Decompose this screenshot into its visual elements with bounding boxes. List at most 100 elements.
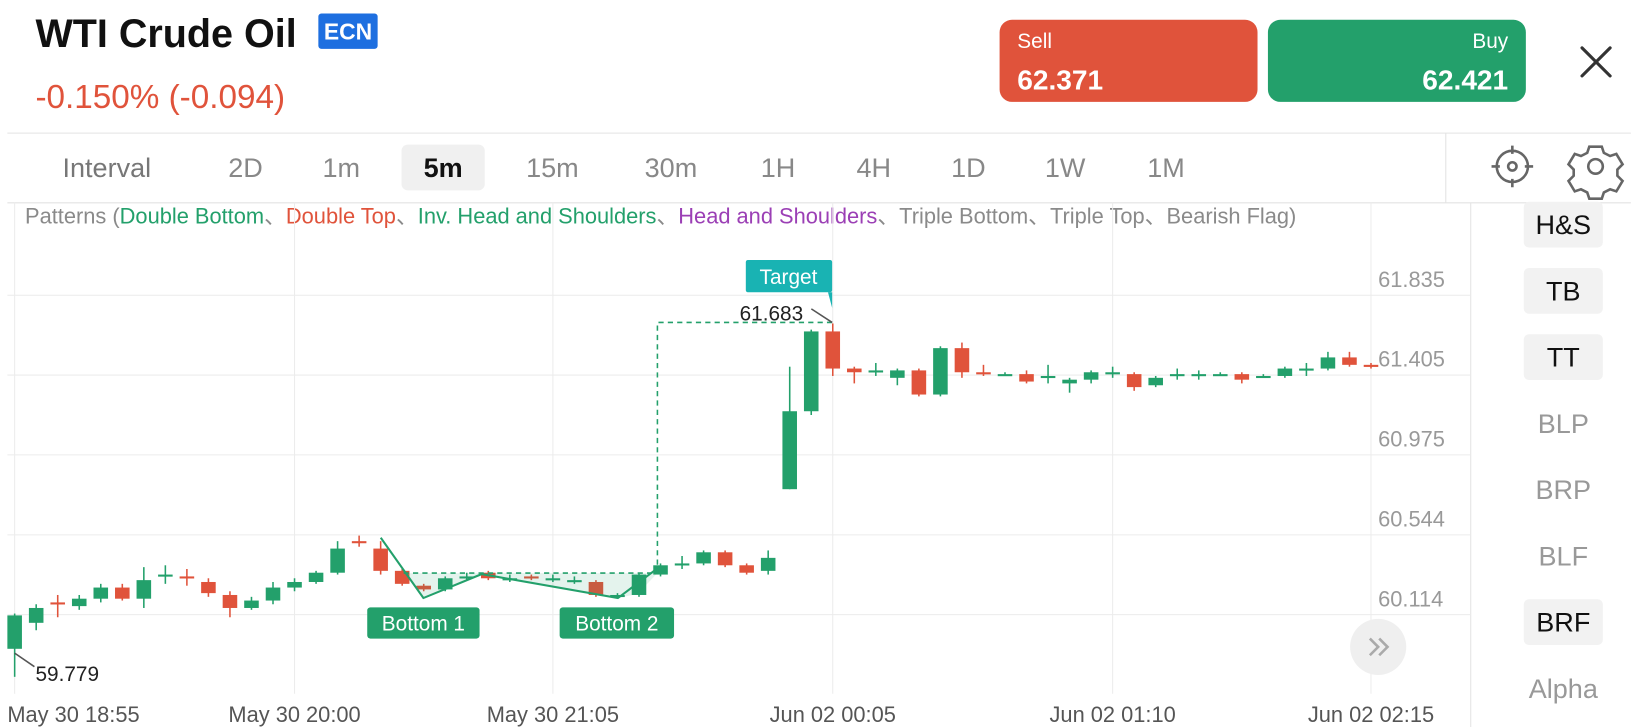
- icon-part: [1495, 149, 1530, 184]
- high-label: 61.683: [740, 302, 804, 325]
- scroll-latest-button[interactable]: [1350, 618, 1407, 675]
- patterns-separator: 、: [656, 204, 678, 229]
- double-bottom-pattern: Bottom 1 Bottom 2 Target 61.683 59.779: [14, 260, 833, 686]
- interval-option[interactable]: 5m: [401, 144, 485, 191]
- candle-body: [28, 607, 44, 623]
- candle-body: [1126, 374, 1142, 388]
- pattern-button[interactable]: BLP: [1538, 409, 1589, 439]
- pattern-button-label: BRP: [1536, 475, 1592, 505]
- x-tick-label: Jun 02 01:10: [1050, 702, 1176, 727]
- pattern-button-bg: [1523, 334, 1603, 381]
- pattern-label-bg: [559, 607, 675, 639]
- interval-option[interactable]: 1M: [1147, 153, 1185, 183]
- candle-body: [1191, 374, 1207, 377]
- candle-body: [610, 594, 625, 598]
- candle-body: [1062, 379, 1077, 384]
- close-button[interactable]: [1580, 46, 1612, 78]
- interval-option[interactable]: 1m: [322, 153, 360, 183]
- icon-part: [1491, 145, 1534, 188]
- candle-body: [954, 348, 970, 373]
- close-stroke: [1580, 46, 1612, 78]
- x-tick-label: May 30 18:55: [7, 702, 139, 727]
- buy-price: 62.421: [1422, 64, 1508, 95]
- badge-bg: [318, 13, 378, 49]
- candle-body: [803, 331, 819, 412]
- buy-button[interactable]: Buy 62.421: [1267, 19, 1526, 102]
- candle-body: [373, 548, 388, 571]
- pattern-button-label: TB: [1546, 276, 1581, 306]
- interval-label: 1H: [761, 153, 796, 183]
- candle-body: [50, 602, 65, 605]
- pattern-button-label: BRF: [1536, 608, 1590, 638]
- candle-body: [1148, 377, 1163, 386]
- candle-body: [1169, 374, 1185, 377]
- pattern-fill: [403, 573, 658, 599]
- instrument-title: WTI Crude Oil: [35, 12, 296, 56]
- pattern-label-bg: [367, 607, 480, 639]
- pattern-button-label: Alpha: [1529, 674, 1599, 704]
- x-tick-label: May 30 20:00: [228, 702, 360, 727]
- interval-option[interactable]: 1W: [1045, 153, 1086, 183]
- patterns-suffix: ): [1289, 204, 1296, 229]
- pattern-button-label: H&S: [1536, 210, 1592, 240]
- pattern-name: Double Bottom: [120, 204, 264, 229]
- pattern-button[interactable]: H&S: [1523, 201, 1603, 248]
- price-change: -0.150% (-0.094): [35, 79, 285, 116]
- x-tick-label: May 30 21:05: [487, 702, 619, 727]
- pattern-name: Double Top: [286, 204, 396, 229]
- interval-option[interactable]: 2D: [228, 153, 263, 183]
- pattern-button[interactable]: Alpha: [1529, 674, 1599, 704]
- sell-label: Sell: [1017, 30, 1052, 53]
- pattern-label: Bottom 1: [382, 612, 465, 635]
- pattern-button[interactable]: TT: [1523, 334, 1603, 381]
- pattern-button[interactable]: BRF: [1523, 599, 1603, 646]
- settings-icon[interactable]: [1566, 145, 1625, 200]
- pattern-button-bg: [1523, 599, 1603, 646]
- candle-body: [717, 552, 733, 566]
- candle-body: [351, 541, 367, 544]
- locate-icon[interactable]: [1491, 145, 1534, 188]
- candle-body: [911, 370, 927, 395]
- interval-label: 1m: [322, 153, 360, 183]
- icon-part: [1506, 160, 1518, 172]
- patterns-separator: 、: [877, 204, 899, 229]
- candle-body: [244, 600, 259, 608]
- candle-body: [1040, 375, 1056, 379]
- pattern-button-label: TT: [1547, 343, 1580, 373]
- candle-body: [696, 552, 711, 564]
- candle-body: [933, 348, 948, 395]
- interval-label: 15m: [526, 153, 579, 183]
- interval-option[interactable]: 4H: [856, 153, 891, 183]
- sell-bg: [999, 19, 1258, 102]
- interval-label: 1W: [1045, 153, 1086, 183]
- pattern-name: Triple Bottom: [899, 204, 1028, 229]
- interval-option[interactable]: 1H: [761, 153, 796, 183]
- candle-body: [1213, 374, 1228, 377]
- pattern-button[interactable]: BRP: [1536, 475, 1592, 505]
- y-tick-label: 60.544: [1378, 507, 1445, 532]
- icon-part: [1586, 157, 1605, 175]
- low-label: 59.779: [35, 663, 99, 686]
- sell-button[interactable]: Sell 62.371: [999, 19, 1258, 102]
- pattern-button-label: BLP: [1538, 409, 1589, 439]
- interval-option[interactable]: 15m: [526, 153, 579, 183]
- interval-label: 5m: [424, 153, 463, 183]
- patterns-legend: Patterns (Double Bottom、Double Top、Inv. …: [25, 204, 1296, 229]
- candle-body: [1342, 357, 1357, 365]
- patterns-separator: 、: [1145, 204, 1167, 229]
- pattern-name: Inv. Head and Shoulders: [418, 204, 657, 229]
- interval-option[interactable]: 1D: [951, 153, 986, 183]
- pattern-button-label: BLF: [1539, 541, 1589, 571]
- pattern-button[interactable]: BLF: [1539, 541, 1589, 571]
- interval-option[interactable]: 30m: [645, 153, 698, 183]
- y-tick-label: 61.835: [1378, 267, 1445, 292]
- pattern-buttons: H&S TB TT BLP BRP BLF BRF Alpha: [1523, 201, 1603, 704]
- candle-body: [179, 576, 195, 579]
- interval-bar: Interval 2D 1m 5m 15m 30m 1H 4H 1D 1W 1M: [62, 144, 1185, 191]
- candle-body: [1083, 372, 1099, 380]
- pattern-name: Bearish Flag: [1167, 204, 1290, 229]
- target-label: Target: [760, 266, 818, 289]
- pattern-button[interactable]: TB: [1523, 268, 1603, 314]
- candle-body: [976, 372, 991, 375]
